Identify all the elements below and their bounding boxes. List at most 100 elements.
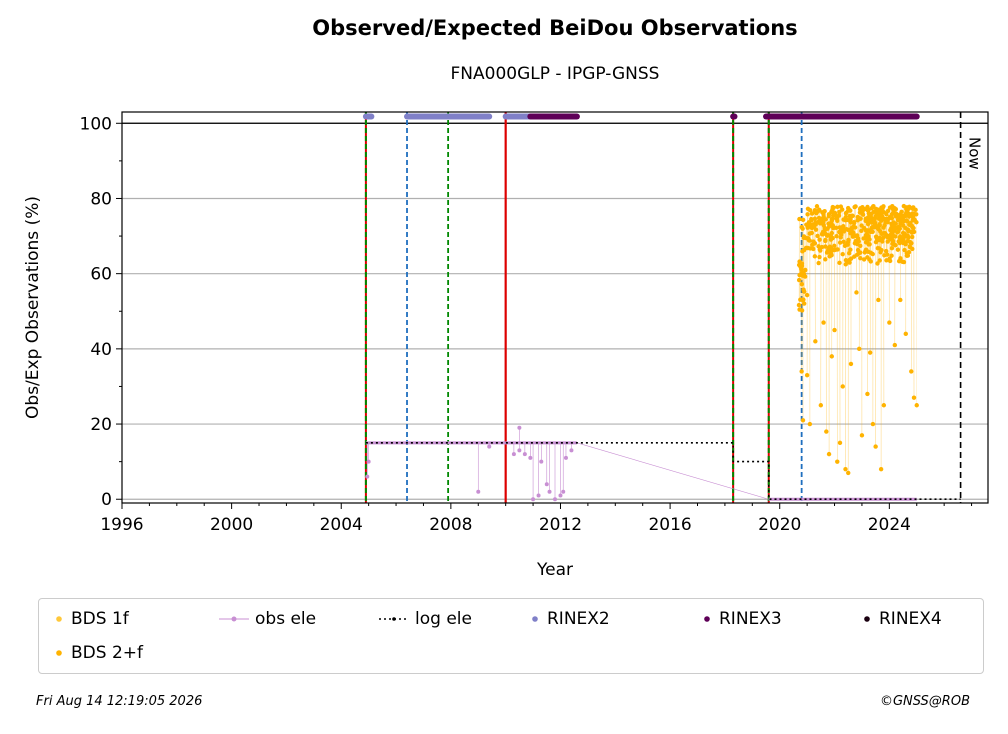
bds-2f-point bbox=[848, 247, 853, 252]
legend-item-bds-2-f: BDS 2+f bbox=[53, 643, 143, 663]
bds-2f-point bbox=[799, 263, 805, 269]
bds-2f-point bbox=[826, 451, 832, 457]
obs-ele-point bbox=[561, 489, 566, 494]
bds-2f-point bbox=[832, 243, 837, 248]
bds-2f-point bbox=[865, 391, 870, 397]
bds-2f-point bbox=[812, 216, 818, 221]
bds-2f-point bbox=[833, 225, 839, 231]
legend-label: log ele bbox=[415, 609, 472, 629]
bds-2f-point bbox=[848, 216, 853, 222]
bds-2f-point bbox=[811, 246, 816, 252]
bds-2f-point bbox=[877, 258, 882, 263]
obs-ele-point bbox=[517, 448, 522, 453]
bds-2f-point bbox=[804, 372, 810, 378]
footer-credit: ©GNSS@ROB bbox=[879, 694, 970, 709]
bds-2f-point bbox=[893, 234, 898, 239]
bds-2f-point bbox=[914, 212, 919, 217]
bds-2f-point bbox=[870, 251, 875, 257]
bds-2f-point bbox=[895, 247, 901, 252]
bds-2f-point bbox=[907, 204, 912, 210]
bds-2f-point bbox=[853, 204, 858, 209]
bds-2f-point bbox=[854, 290, 859, 295]
bds-2f-point bbox=[836, 213, 842, 218]
bds-2f-point bbox=[893, 206, 899, 212]
bds-2f-point bbox=[881, 403, 887, 408]
legend-marker bbox=[379, 617, 409, 621]
bds-2f-point bbox=[911, 395, 917, 400]
footer-timestamp: Fri Aug 14 12:19:05 2026 bbox=[36, 694, 203, 709]
bds-2f-point bbox=[875, 261, 880, 266]
bds-2f-point bbox=[816, 260, 821, 266]
legend-dot bbox=[392, 617, 396, 621]
x-tick-label: 2020 bbox=[758, 515, 801, 535]
y-tick-label: 40 bbox=[90, 340, 112, 360]
bds-2f-point bbox=[807, 238, 812, 243]
y-tick-label: 0 bbox=[101, 490, 112, 510]
bds-2f-point bbox=[902, 247, 907, 253]
bds-2f-point bbox=[909, 240, 914, 246]
y-tick-label: 20 bbox=[90, 415, 112, 435]
bds-2f-point bbox=[831, 205, 836, 210]
legend-marker bbox=[219, 616, 249, 622]
bds-2f-point bbox=[913, 207, 918, 213]
obs-ele-point bbox=[517, 425, 522, 430]
bds-2f-point bbox=[835, 247, 840, 252]
bds-2f-point bbox=[847, 251, 852, 256]
obs-ele-point bbox=[476, 489, 481, 494]
bds-2f-point bbox=[867, 237, 872, 242]
bds-2f-point bbox=[899, 209, 904, 215]
bds-2f-point bbox=[830, 235, 835, 241]
bds-2f-point bbox=[868, 259, 873, 264]
bds-2f-point bbox=[906, 250, 912, 255]
bds-2f-point bbox=[807, 208, 813, 213]
now-label: Now bbox=[966, 137, 984, 170]
bds-2f-point bbox=[889, 216, 895, 221]
bds-2f-point bbox=[893, 221, 898, 226]
bds-2f-point bbox=[880, 239, 885, 244]
legend-label: RINEX3 bbox=[719, 609, 782, 629]
bds-2f-point bbox=[870, 421, 876, 427]
bds-2f-point bbox=[906, 235, 911, 240]
bds-2f-point bbox=[873, 239, 879, 245]
bds-2f-point bbox=[881, 204, 886, 209]
bds-2f-point bbox=[840, 251, 845, 257]
obs-ele-point bbox=[553, 497, 557, 502]
bds-2f-point bbox=[817, 237, 822, 242]
bds-2f-point bbox=[898, 234, 903, 239]
bds-2f-point bbox=[829, 354, 834, 359]
obs-ele-point bbox=[569, 448, 574, 453]
bds-2f-point bbox=[905, 253, 911, 258]
bds-2f-point bbox=[860, 212, 866, 217]
obs-ele-point bbox=[536, 493, 541, 498]
bds-2f-point bbox=[887, 258, 893, 264]
bds-2f-point bbox=[814, 204, 820, 209]
bds-2f-point bbox=[841, 239, 846, 245]
legend-dot bbox=[864, 616, 870, 622]
bds-2f-point bbox=[909, 369, 914, 374]
legend-dot bbox=[56, 650, 62, 656]
legend-dot bbox=[56, 616, 62, 622]
obs-ele-point bbox=[366, 459, 371, 464]
bds-2f-point bbox=[871, 209, 876, 215]
bds-2f-point bbox=[827, 224, 832, 229]
bds-2f-point bbox=[837, 240, 843, 245]
bds-2f-point bbox=[858, 216, 863, 221]
y-tick-label: 60 bbox=[90, 265, 112, 285]
bds-2f-point bbox=[821, 320, 826, 325]
bds-2f-point bbox=[801, 301, 807, 306]
bds-2f-point bbox=[823, 257, 828, 262]
bds-2f-point bbox=[861, 257, 867, 262]
bds-2f-point bbox=[850, 234, 856, 239]
obs-ele-point bbox=[487, 444, 492, 449]
legend-label: BDS 1f bbox=[71, 609, 129, 629]
bds-2f-point bbox=[799, 308, 805, 313]
bds-2f-point bbox=[824, 429, 829, 434]
bds-2f-point bbox=[852, 225, 858, 230]
bds-2f-point bbox=[837, 440, 843, 446]
bds-2f-point bbox=[878, 466, 884, 472]
bds-2f-point bbox=[850, 213, 855, 219]
bds-2f-point bbox=[800, 226, 805, 231]
bds-2f-point bbox=[859, 433, 865, 438]
bds-2f-point bbox=[859, 228, 864, 234]
bds-2f-point bbox=[837, 260, 842, 266]
